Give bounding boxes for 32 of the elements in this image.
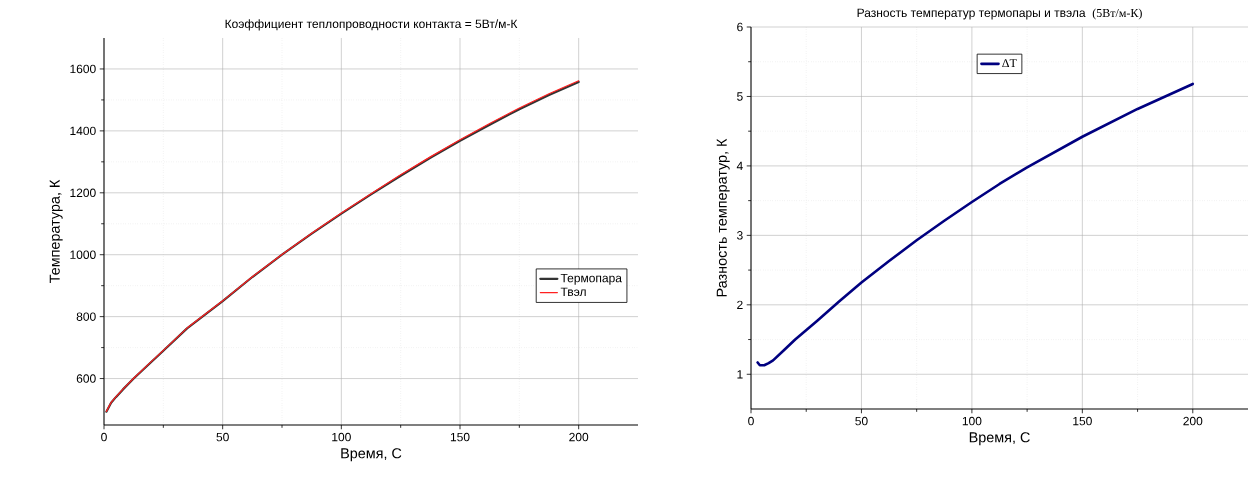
y-tick-label: 6: [737, 22, 743, 32]
y-tick-label: 5: [737, 92, 743, 101]
x-tick-label: 100: [962, 416, 982, 426]
legend-label: Твэл: [560, 287, 586, 297]
legend-label: ΔT: [1002, 59, 1017, 68]
chart-title: Разность температур термопары и твэла: [857, 8, 1086, 20]
y-tick-label: 1400: [70, 126, 96, 136]
y-tick-label: 1200: [70, 188, 96, 198]
x-tick-label: 50: [216, 432, 229, 442]
y-tick-label: 4: [736, 161, 743, 171]
x-tick-label: 150: [1073, 416, 1092, 426]
y-tick-label: 1000: [70, 250, 96, 259]
x-tick-label: 0: [748, 416, 754, 426]
x-tick-label: 50: [855, 416, 868, 426]
y-axis-title: Разность температур, К: [716, 138, 730, 297]
y-tick-label: 1600: [70, 64, 96, 74]
chart-subtitle: (5Вт/м-К): [1092, 8, 1142, 20]
y-tick-label: 600: [76, 374, 96, 383]
y-tick-label: 3: [736, 231, 743, 240]
y-tick-label: 2: [737, 300, 743, 310]
x-axis-title: Время, С: [341, 448, 402, 462]
x-tick-label: 0: [101, 432, 107, 442]
x-tick-label: 150: [450, 432, 470, 442]
chart-title: Коэффициент теплопроводности контакта = 5Вт/м-К: [225, 19, 518, 31]
x-tick-label: 100: [332, 432, 351, 442]
y-tick-label: 1: [737, 370, 743, 379]
x-tick-label: 200: [1183, 416, 1203, 426]
x-axis-title: Время, С: [969, 432, 1030, 446]
x-tick-label: 200: [569, 432, 589, 442]
y-axis-title: Температура, К: [49, 179, 63, 283]
y-tick-label: 800: [76, 312, 96, 321]
legend-label: Термопара: [560, 273, 622, 285]
